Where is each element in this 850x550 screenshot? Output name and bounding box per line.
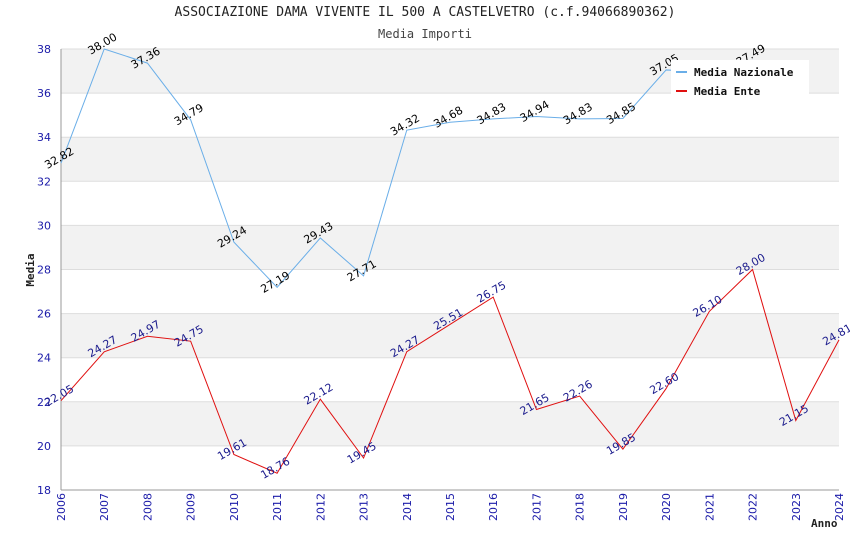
y-axis-title: Media	[24, 253, 37, 286]
y-tick-label: 24	[37, 352, 51, 365]
series-line-1	[60, 268, 840, 474]
grid-band	[61, 401, 839, 446]
x-axis-title: Anno	[811, 517, 838, 530]
x-tick-label: 2024	[833, 493, 846, 521]
y-tick-label: 28	[37, 264, 51, 277]
x-tick-label: 2017	[530, 493, 543, 521]
y-tick-label: 18	[37, 484, 51, 497]
y-tick-label: 22	[37, 396, 51, 409]
x-tick-label: 2020	[660, 493, 673, 521]
grid-band	[61, 357, 839, 402]
x-tick-label: 2009	[185, 493, 198, 521]
x-axis-ticks: 2006 2007 2008 2009 2010 2011 2012 2013 2014 2015…	[55, 493, 846, 521]
x-tick-label: 2006	[55, 493, 68, 521]
legend-label: Media Ente	[694, 85, 761, 98]
y-tick-label: 20	[37, 440, 51, 453]
x-tick-label: 2019	[617, 493, 630, 521]
x-tick-label: 2013	[358, 493, 371, 521]
y-tick-label: 36	[37, 87, 51, 100]
x-tick-label: 2012	[314, 493, 327, 521]
grid-band	[61, 181, 839, 226]
y-tick-label: 26	[37, 308, 51, 321]
x-tick-label: 2021	[703, 493, 716, 521]
grid-band	[61, 269, 839, 314]
x-tick-label: 2018	[574, 493, 587, 521]
x-tick-label: 2015	[444, 493, 457, 521]
grid-band	[61, 137, 839, 182]
chart-title: ASSOCIAZIONE DAMA VIVENTE IL 500 A CASTE…	[174, 5, 676, 20]
series-line-0	[60, 48, 753, 289]
legend: Media Nazionale Media Ente	[671, 60, 809, 98]
y-tick-label: 30	[37, 219, 51, 232]
y-tick-label: 38	[37, 43, 51, 56]
y-tick-label: 32	[37, 175, 51, 188]
x-tick-label: 2008	[141, 493, 154, 521]
chart-subtitle: Media Importi	[378, 27, 472, 41]
x-tick-label: 2011	[271, 493, 284, 521]
legend-box	[671, 60, 809, 98]
grid-band	[61, 313, 839, 358]
x-tick-label: 2010	[228, 493, 241, 521]
x-tick-label: 2016	[487, 493, 500, 521]
y-tick-label: 34	[37, 131, 51, 144]
grid-band	[61, 225, 839, 270]
x-tick-label: 2007	[98, 493, 111, 521]
x-tick-label: 2023	[790, 493, 803, 521]
axes	[60, 49, 839, 491]
series-lines	[60, 48, 840, 474]
grid-bands	[61, 48, 839, 491]
legend-label: Media Nazionale	[694, 66, 794, 79]
grid-band	[61, 93, 839, 138]
x-tick-label: 2022	[747, 493, 760, 521]
grid-band	[61, 445, 839, 490]
x-tick-label: 2014	[401, 493, 414, 521]
y-axis-ticks: 18 20 22 24 26 28 30 32 34 36 38	[37, 43, 51, 497]
